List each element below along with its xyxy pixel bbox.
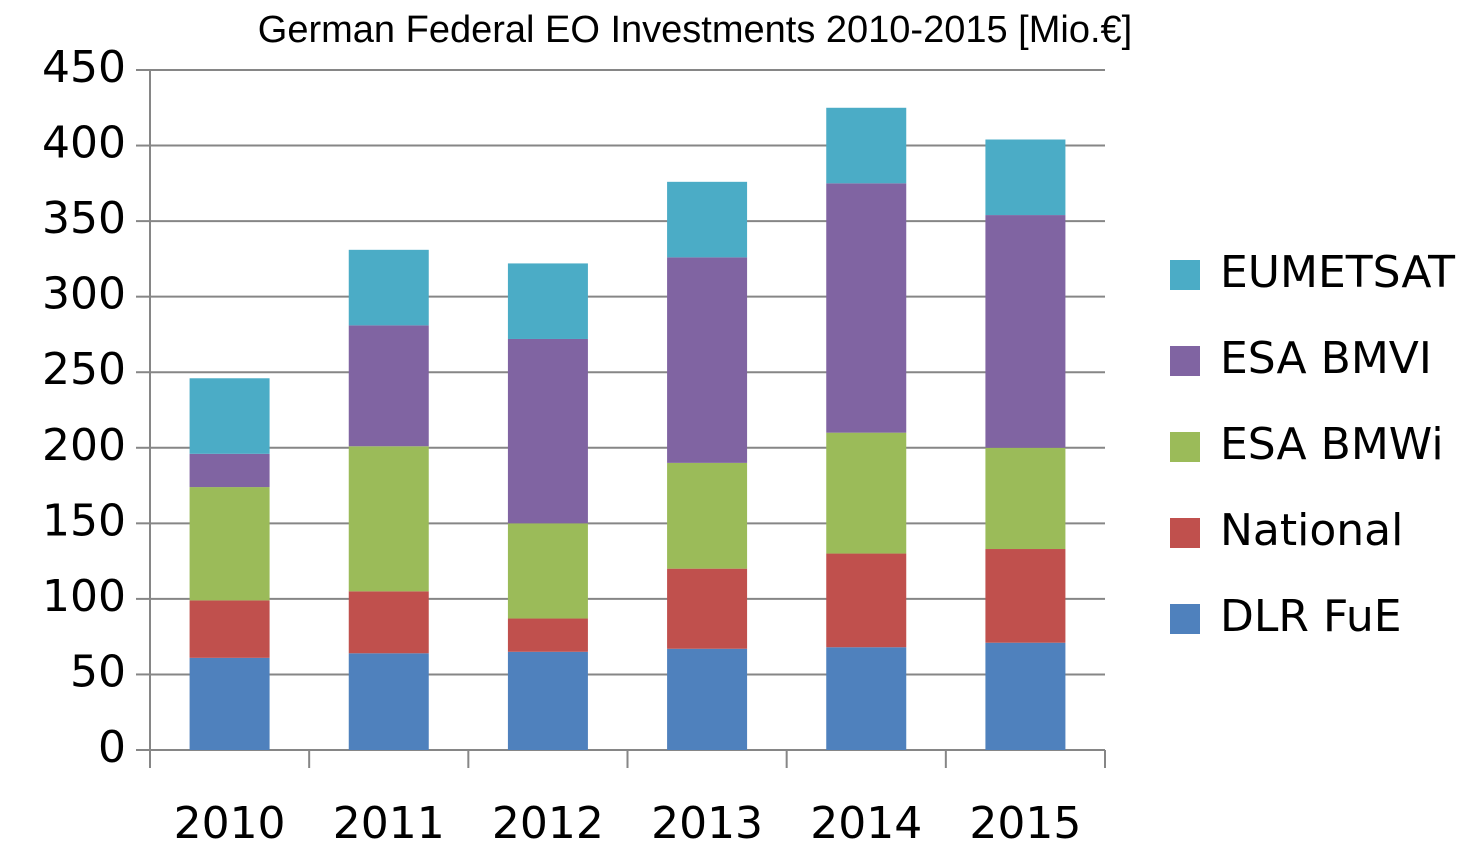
bar-segment	[826, 553, 907, 648]
legend-label: EUMETSAT	[1220, 247, 1455, 298]
bar-segment	[507, 523, 588, 619]
bar-segment	[667, 568, 748, 649]
bar-segment	[348, 653, 429, 750]
y-tick-label: 350	[42, 193, 126, 244]
legend-swatch	[1170, 346, 1200, 376]
legend-label: ESA BMWi	[1220, 419, 1444, 470]
bar-segment	[507, 263, 588, 339]
bar-segment	[985, 139, 1066, 216]
bar-segment	[826, 432, 907, 554]
x-tick-label: 2014	[810, 798, 922, 847]
legend-swatch	[1170, 432, 1200, 462]
bar-segment	[189, 378, 270, 454]
chart-title: German Federal EO Investments 2010-2015 …	[258, 9, 1132, 51]
bar-segment	[507, 618, 588, 652]
bar-segment	[667, 462, 748, 569]
y-tick-label: 150	[42, 495, 126, 546]
bar-segment	[826, 183, 907, 433]
legend-label: National	[1220, 505, 1403, 556]
bar-segment	[985, 215, 1066, 448]
bar-segment	[348, 325, 429, 447]
bar-segment	[667, 648, 748, 750]
bar-segment	[985, 447, 1066, 550]
bar-segment	[189, 600, 270, 658]
y-tick-label: 100	[42, 571, 126, 622]
bar-segment	[667, 181, 748, 258]
x-tick-label: 2010	[174, 798, 286, 847]
bar-segment	[507, 338, 588, 524]
bar-segment	[667, 257, 748, 463]
bar-segment	[985, 549, 1066, 643]
legend-label: ESA BMVI	[1220, 333, 1432, 384]
y-tick-label: 200	[42, 420, 126, 471]
bar-segment	[189, 487, 270, 601]
legend-swatch	[1170, 604, 1200, 634]
legend-swatch	[1170, 518, 1200, 548]
y-tick-label: 400	[42, 118, 126, 169]
y-tick-label: 250	[42, 344, 126, 395]
bar-segment	[348, 249, 429, 326]
legend-label: DLR FuE	[1220, 591, 1402, 642]
bar-segment	[826, 107, 907, 184]
bar-segment	[985, 642, 1066, 750]
bar-segment	[348, 591, 429, 654]
y-tick-label: 300	[42, 269, 126, 320]
legend-swatch	[1170, 260, 1200, 290]
y-tick-label: 50	[70, 646, 126, 697]
x-tick-label: 2011	[333, 798, 445, 847]
bar-segment	[826, 647, 907, 750]
y-tick-label: 450	[42, 42, 126, 93]
bar-segment	[189, 657, 270, 750]
x-tick-label: 2013	[651, 798, 763, 847]
x-tick-label: 2012	[492, 798, 604, 847]
bar-segment	[348, 446, 429, 592]
bar-segment	[189, 453, 270, 488]
y-tick-label: 0	[98, 722, 126, 773]
bar-segment	[507, 651, 588, 750]
x-tick-label: 2015	[969, 798, 1081, 847]
